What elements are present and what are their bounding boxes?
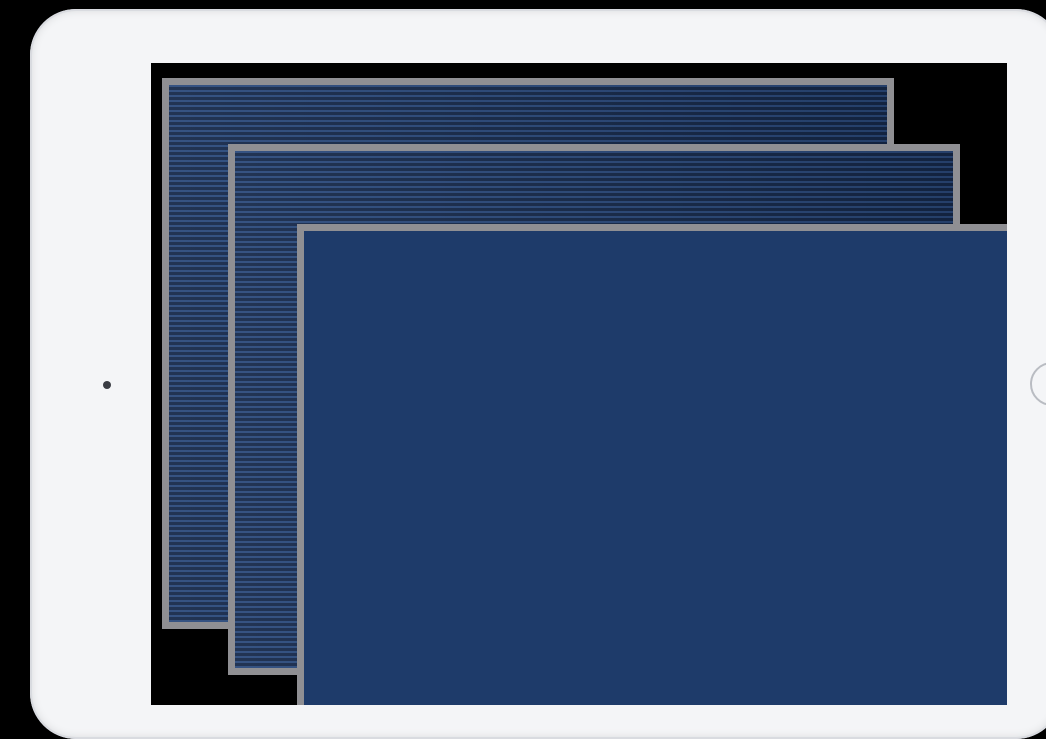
stacked-card-front[interactable]: [297, 224, 1007, 705]
tablet-frame: [30, 9, 1046, 739]
camera-icon: [103, 381, 111, 389]
tablet-screen: [151, 63, 1007, 705]
home-button[interactable]: [1030, 362, 1046, 406]
